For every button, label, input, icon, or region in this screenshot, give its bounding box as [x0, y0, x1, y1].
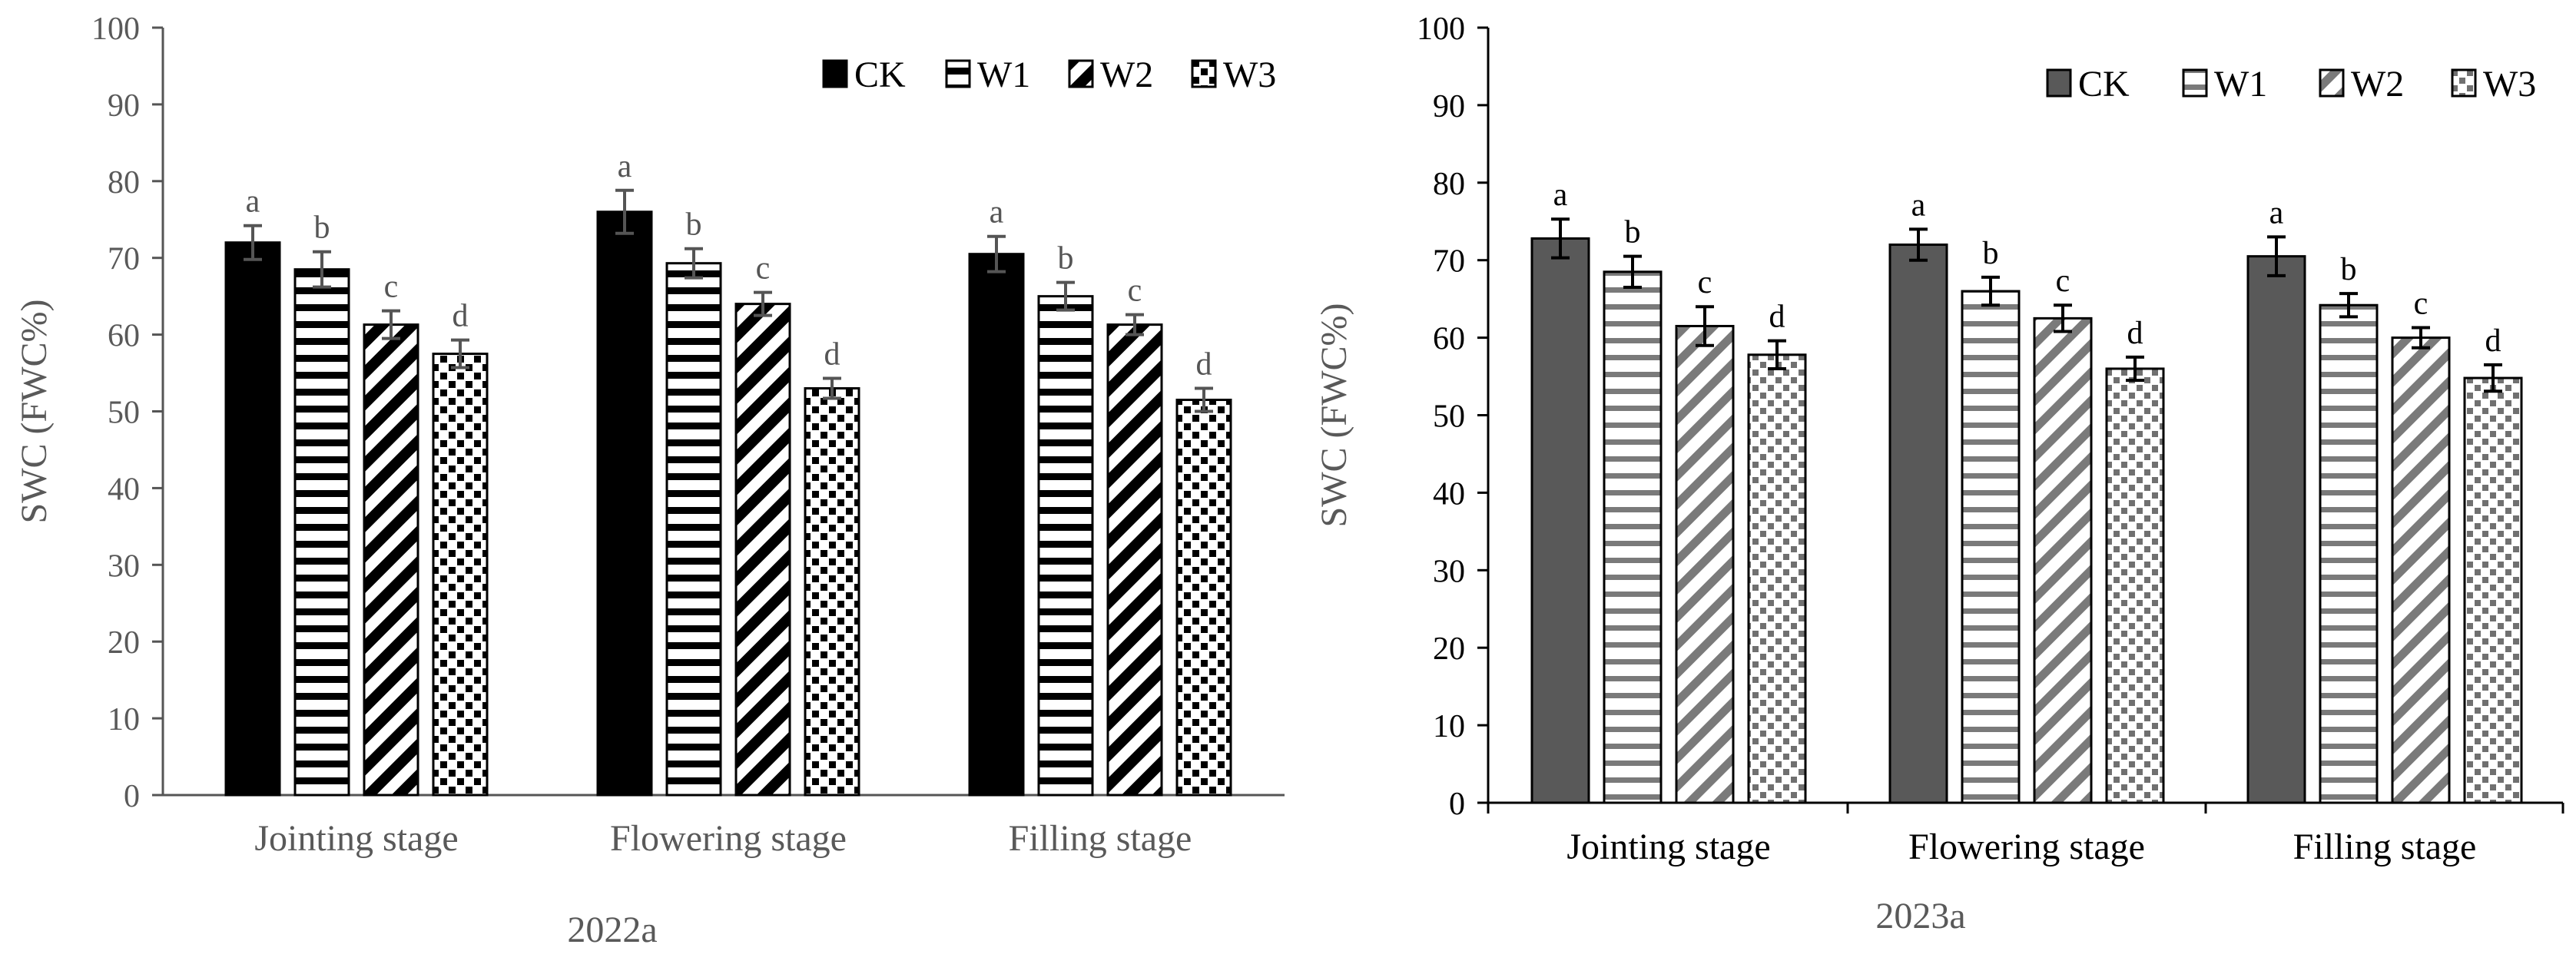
- y-tick-label: 10: [1433, 709, 1465, 744]
- y-tick-label: 30: [108, 548, 140, 584]
- y-axis-title: SWC (FWC%): [1314, 303, 1354, 528]
- category-label: Flowering stage: [1908, 827, 2145, 867]
- significance-letter: c: [1698, 265, 1712, 300]
- legend-label: W1: [2214, 64, 2267, 104]
- y-tick-label: 50: [1433, 399, 1465, 435]
- bar: [2319, 303, 2379, 804]
- y-tick-label: 80: [108, 165, 140, 200]
- y-tick-label: 70: [108, 242, 140, 277]
- legend-swatch: [2182, 68, 2208, 98]
- significance-letter: b: [1983, 236, 1999, 271]
- y-tick-label: 30: [1433, 554, 1465, 589]
- legend-swatch: [1068, 59, 1094, 88]
- legend-swatch: [1191, 59, 1217, 88]
- y-tick-label: 100: [91, 12, 140, 47]
- bar: [1175, 399, 1232, 797]
- legend-swatch: [945, 59, 971, 88]
- legend-swatch: [2046, 68, 2072, 98]
- y-tick-label: 80: [1433, 167, 1465, 202]
- legend-label: CK: [854, 55, 906, 95]
- chart-2023: 0 10 20 30 40 50 60 70 80 90 100 a a a b b b c c c d d d Jointi…: [1314, 12, 2564, 936]
- bar: [1530, 237, 1590, 804]
- y-axis-title: SWC (FWC%): [14, 300, 55, 524]
- bar: [1747, 353, 1807, 804]
- bar: [2463, 376, 2523, 804]
- legend-label: W3: [1223, 55, 1276, 95]
- significance-letter: b: [686, 207, 702, 243]
- y-tick-label: 20: [1433, 631, 1465, 667]
- category-label: Filling stage: [1009, 818, 1192, 859]
- bar: [2033, 316, 2093, 804]
- significance-letter: d: [453, 299, 469, 334]
- bar: [363, 323, 419, 797]
- significance-letter: a: [990, 195, 1004, 230]
- significance-letter: a: [246, 184, 260, 220]
- bar: [432, 353, 489, 797]
- significance-letter: a: [2269, 195, 2284, 230]
- bar: [1106, 323, 1163, 797]
- significance-letter: b: [1058, 241, 1074, 277]
- y-tick-label: 0: [124, 779, 140, 814]
- significance-letter: a: [1553, 177, 1568, 213]
- category-label: Filling stage: [2293, 827, 2477, 867]
- significance-letter: a: [618, 149, 632, 184]
- legend-label: W2: [1100, 55, 1153, 95]
- legend-label: W1: [977, 55, 1030, 95]
- category-label: Jointing stage: [254, 818, 458, 859]
- significance-letter: b: [1625, 215, 1641, 250]
- y-tick-label: 50: [108, 396, 140, 431]
- y-tick-label: 90: [108, 88, 140, 124]
- significance-letter: c: [756, 251, 771, 287]
- bar: [224, 241, 281, 797]
- y-tick-label: 100: [1417, 12, 1465, 47]
- y-tick-label: 10: [108, 702, 140, 737]
- bar: [596, 210, 653, 797]
- y-tick-label: 70: [1433, 244, 1465, 280]
- bar: [734, 303, 791, 797]
- y-tick-label: 60: [108, 319, 140, 354]
- bar: [2391, 336, 2451, 804]
- chart-caption: 2022a: [567, 910, 657, 950]
- significance-letter: b: [314, 210, 330, 246]
- chart-caption: 2023a: [1875, 896, 1965, 936]
- bar: [1037, 295, 1094, 797]
- significance-letter: d: [1769, 300, 1785, 335]
- legend-swatch: [2451, 68, 2477, 98]
- bar: [2246, 255, 2306, 804]
- bar: [665, 262, 722, 797]
- significance-letter: d: [2485, 323, 2501, 359]
- bar: [293, 268, 350, 797]
- significance-letter: c: [2056, 263, 2070, 299]
- bar: [968, 253, 1025, 797]
- significance-letter: c: [2414, 286, 2428, 321]
- significance-letter: d: [824, 337, 840, 373]
- category-label: Jointing stage: [1566, 827, 1770, 867]
- bar: [1675, 324, 1735, 804]
- significance-letter: c: [384, 270, 399, 305]
- y-tick-label: 90: [1433, 89, 1465, 124]
- bar: [1888, 244, 1948, 804]
- significance-letter: b: [2341, 252, 2357, 287]
- significance-letter: a: [1911, 187, 1926, 223]
- category-label: Flowering stage: [610, 818, 847, 859]
- legend-label: W2: [2351, 64, 2404, 104]
- significance-letter: d: [2127, 316, 2143, 351]
- bar: [2105, 367, 2165, 804]
- legend-label: W3: [2483, 64, 2536, 104]
- chart-2022: 0 10 20 30 40 50 60 70 80 90 100 a a a b b b c c c d d d Jointi…: [14, 12, 1285, 950]
- y-tick-label: 40: [108, 472, 140, 507]
- bar: [804, 387, 860, 797]
- y-tick-label: 20: [108, 625, 140, 661]
- bar: [1603, 270, 1663, 804]
- y-tick-label: 0: [1449, 787, 1465, 822]
- legend-label: CK: [2078, 64, 2130, 104]
- y-tick-label: 40: [1433, 476, 1465, 512]
- legend-swatch: [822, 59, 848, 88]
- bar: [1961, 290, 2021, 804]
- significance-letter: c: [1128, 273, 1142, 309]
- significance-letter: d: [1196, 347, 1212, 383]
- legend-swatch: [2319, 68, 2345, 98]
- y-tick-label: 60: [1433, 322, 1465, 357]
